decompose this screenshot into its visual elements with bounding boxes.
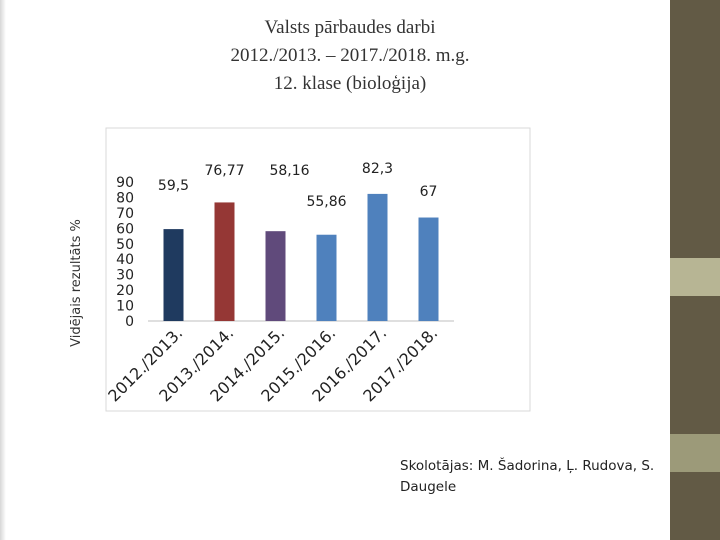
bar	[316, 234, 337, 321]
x-tick-labels: 2012./2013.2013./2014.2014./2015.2015./2…	[104, 323, 441, 405]
y-tick-label: 60	[116, 221, 134, 237]
slide-left-shade	[0, 0, 6, 540]
bar	[265, 231, 286, 321]
bar	[214, 202, 235, 321]
y-tick-label: 90	[116, 175, 134, 191]
plot-frame	[105, 127, 531, 412]
value-label: 76,77	[204, 163, 244, 179]
value-label: 67	[420, 184, 438, 200]
y-tick-label: 80	[116, 190, 134, 206]
bar	[418, 217, 439, 321]
teachers-caption: Skolotājas: M. Šadorina, Ļ. Rudova, S. D…	[400, 458, 655, 495]
value-label: 82,3	[362, 161, 393, 177]
title-line: Valsts pārbaudes darbi	[264, 17, 436, 38]
y-axis-title: Vidējais rezultāts %	[69, 219, 84, 347]
bar	[163, 229, 184, 321]
side-accent-box	[670, 434, 720, 472]
value-label: 58,16	[269, 163, 309, 179]
bars	[163, 193, 439, 321]
y-tick-label: 50	[116, 237, 134, 253]
y-tick-label: 70	[116, 206, 134, 222]
bar	[367, 193, 388, 321]
y-tick-label: 30	[116, 268, 134, 284]
value-label: 55,86	[306, 194, 346, 210]
y-tick-label: 20	[116, 283, 134, 299]
value-labels: 59,5 76,77 58,16 55,86 82,3 67	[158, 161, 438, 210]
y-tick-label: 10	[116, 299, 134, 315]
side-accent-box	[670, 258, 720, 296]
title-line: 2012./2013. – 2017./2018. m.g.	[230, 45, 470, 66]
y-tick-label: 0	[125, 314, 134, 330]
y-tick-label: 40	[116, 252, 134, 268]
slide-title: Valsts pārbaudes darbi 2012./2013. – 201…	[150, 14, 550, 98]
title-line: 12. klase (bioloģija)	[273, 73, 427, 94]
value-label: 59,5	[158, 178, 189, 194]
